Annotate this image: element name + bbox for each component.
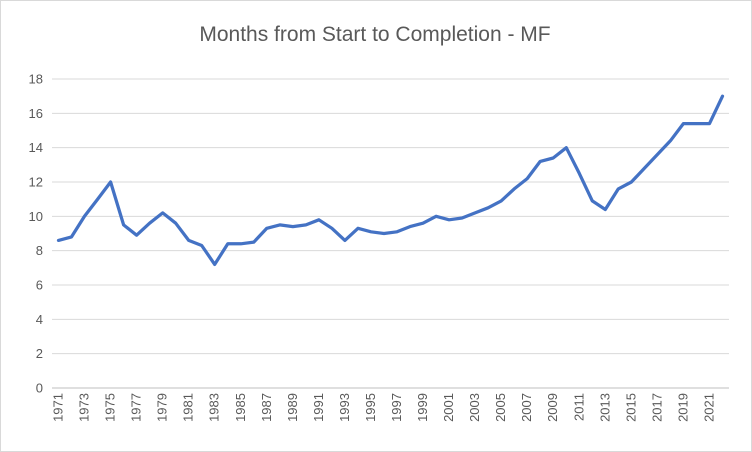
y-tick-label: 6 [36,278,43,293]
x-tick-label: 1987 [259,393,274,422]
x-tick-label: 1983 [207,393,222,422]
y-tick-label: 2 [36,346,43,361]
x-tick-label: 1973 [77,393,92,422]
y-tick-label: 0 [36,381,43,396]
x-tick-label: 1991 [311,393,326,422]
y-tick-label: 14 [29,140,43,155]
x-tick-label: 2003 [467,393,482,422]
x-tick-label: 2017 [649,393,664,422]
x-tick-label: 2013 [597,393,612,422]
x-tick-label: 1989 [285,393,300,422]
x-axis-labels: 1971 1973 1975 1977 1979 1981 1983 1985 1987 1989… [51,393,717,422]
y-tick-label: 12 [29,175,43,190]
x-tick-label: 1975 [103,393,118,422]
x-tick-label: 2009 [545,393,560,422]
x-tick-label: 2001 [441,393,456,422]
x-tick-label: 1979 [155,393,170,422]
x-tick-label: 2019 [675,393,690,422]
x-tick-label: 2011 [571,393,586,421]
x-tick-label: 2021 [701,393,716,422]
x-tick-label: 1995 [363,393,378,422]
chart-title: Months from Start to Completion - MF [199,23,550,46]
y-tick-label: 16 [29,106,43,121]
x-tick-label: 1999 [415,393,430,422]
gridlines [52,78,729,355]
x-tick-label: 1997 [389,393,404,422]
x-tick-label: 1981 [181,393,196,422]
x-tick-label: 1993 [337,393,352,422]
x-tick-label: 2005 [493,393,508,422]
data-series [56,94,725,267]
y-tick-label: 10 [29,209,43,224]
x-tick-label: 1977 [129,393,144,422]
y-tick-label: 8 [36,243,43,258]
x-tick-label: 1985 [233,393,248,422]
y-axis-labels: 0 2 4 6 8 10 12 14 16 18 [29,72,43,396]
x-tick-label: 1971 [51,393,66,422]
x-tick-label: 2007 [519,393,534,422]
y-tick-label: 18 [29,72,43,87]
x-tick-label: 2015 [623,393,638,422]
series-line-mf [56,94,725,267]
y-tick-label: 4 [36,312,43,327]
